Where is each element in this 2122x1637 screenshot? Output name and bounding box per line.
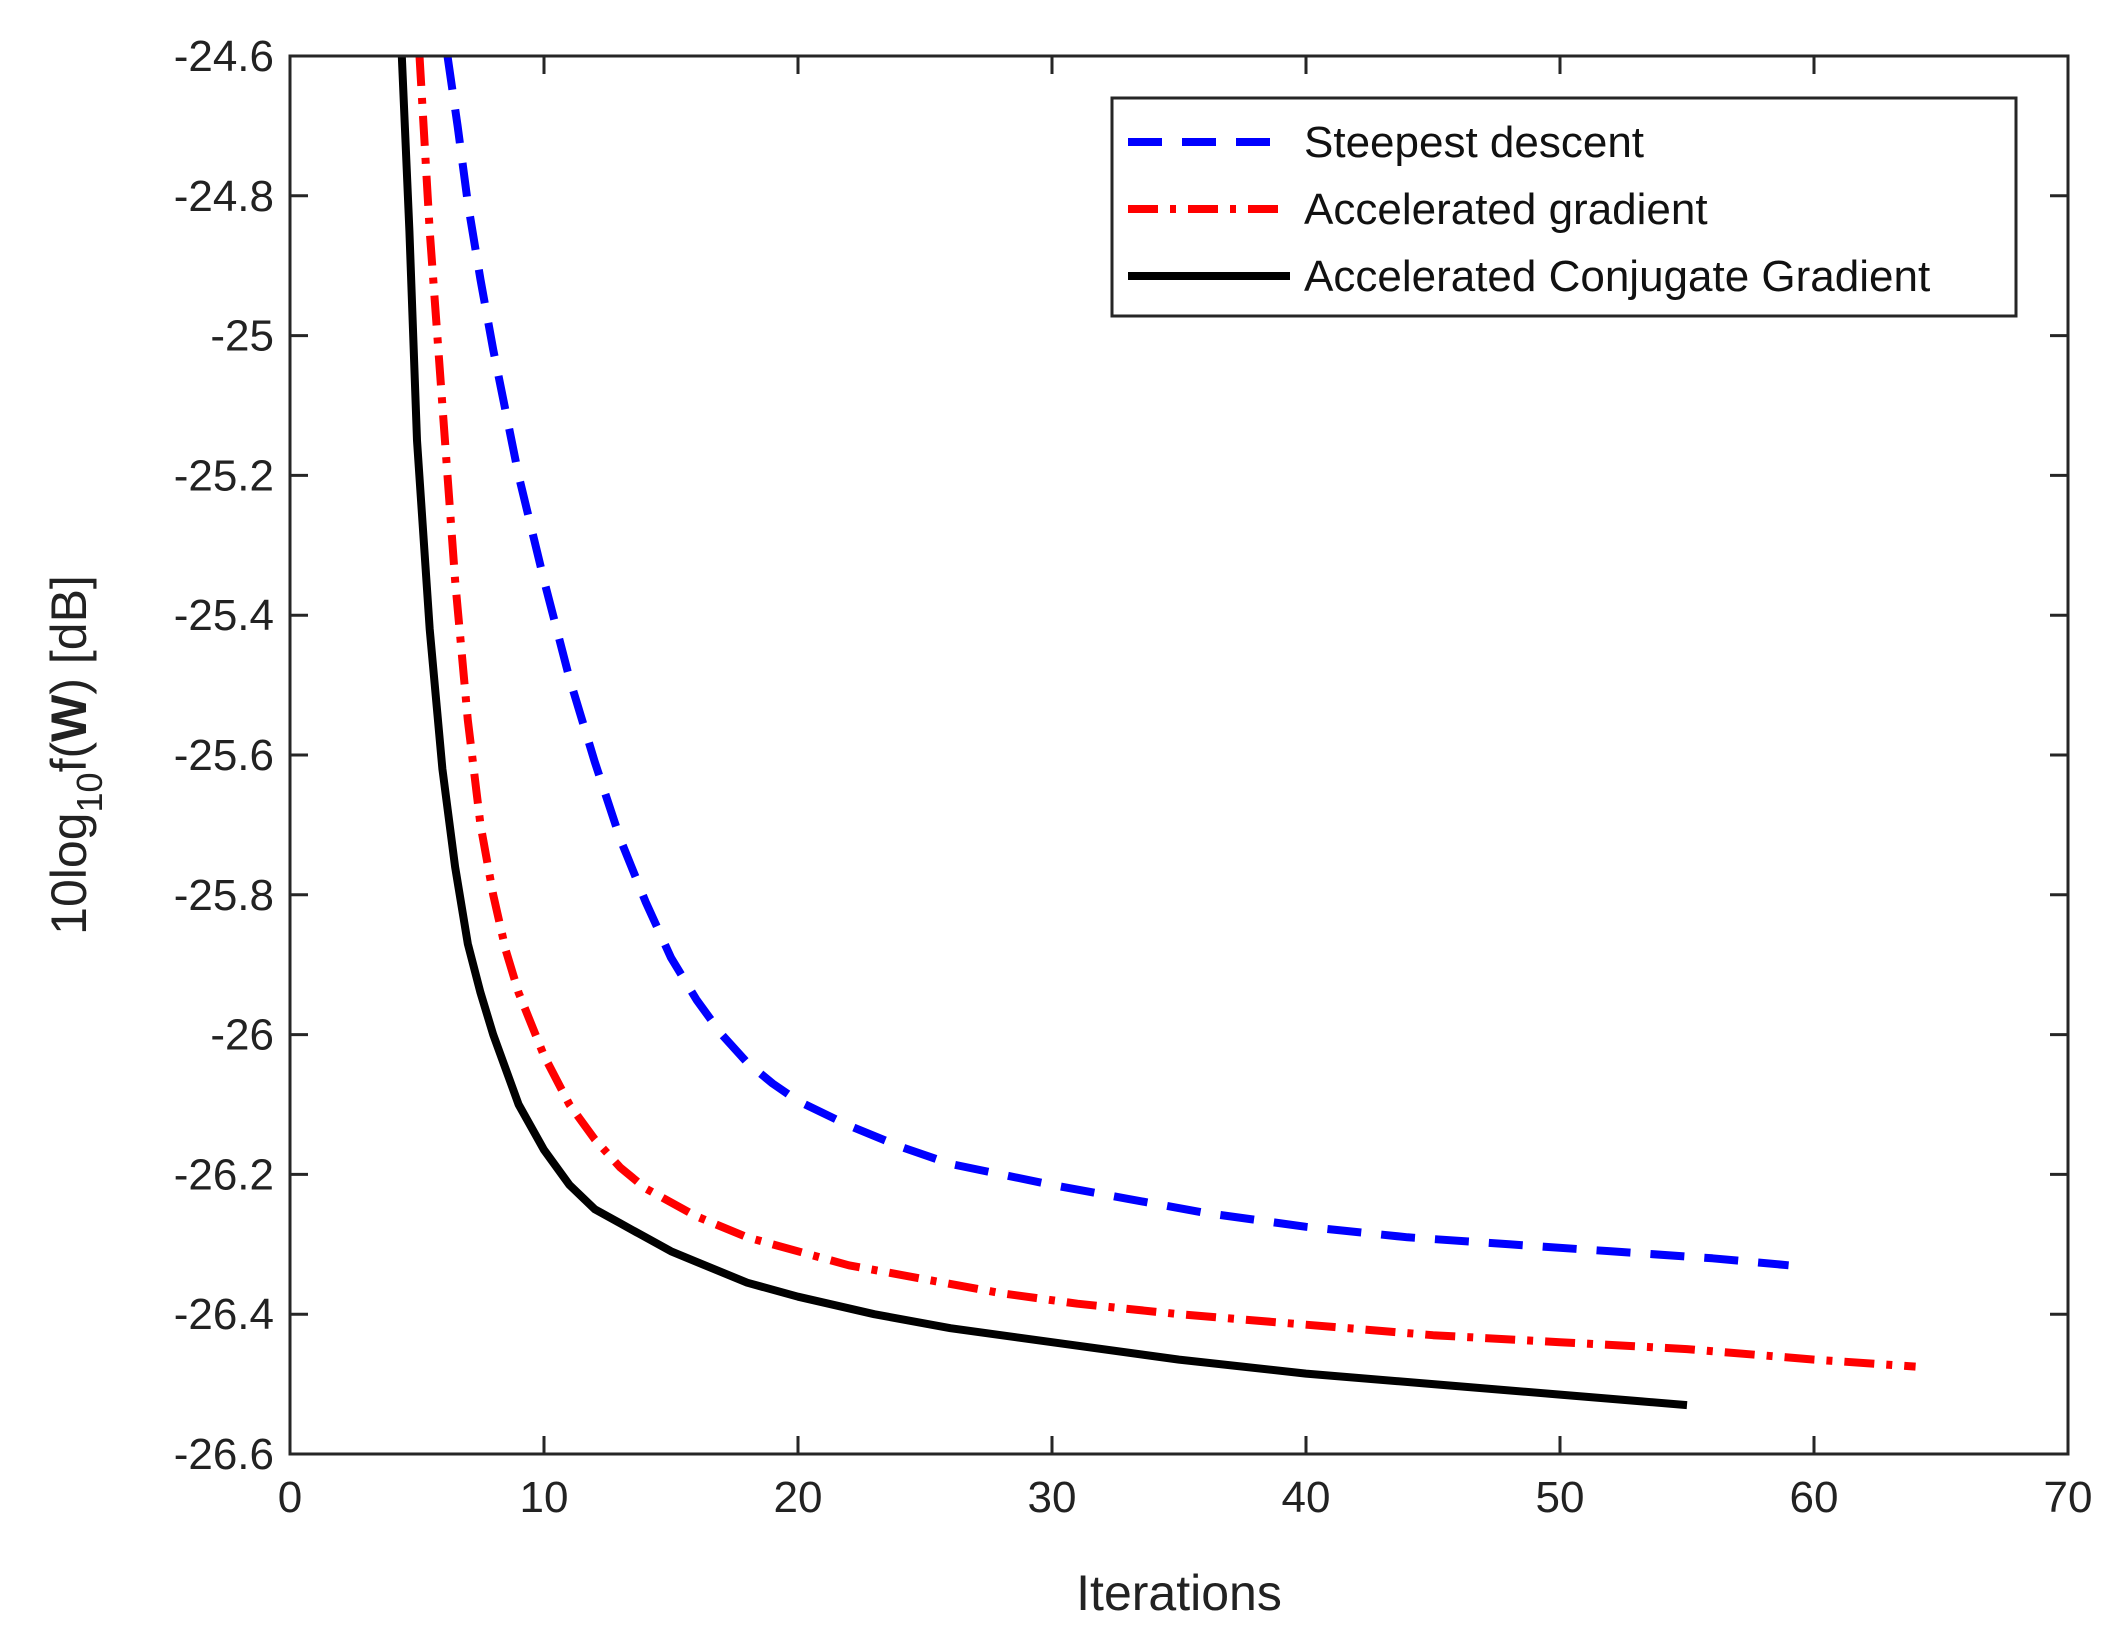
y-axis-label-suffix: ) [dB] <box>41 575 97 694</box>
y-tick-label: -24.8 <box>174 172 274 221</box>
x-tick-label: 60 <box>1790 1473 1839 1522</box>
x-tick-label: 70 <box>2044 1473 2093 1522</box>
x-axis: 0 10 20 30 40 50 60 70 <box>278 56 2093 1522</box>
y-tick-label: -25 <box>210 312 274 361</box>
x-tick-label: 20 <box>774 1473 823 1522</box>
y-tick-label: -26.2 <box>174 1150 274 1199</box>
series-line-accelerated-gradient <box>415 56 1916 1371</box>
y-tick-label: -25.2 <box>174 451 274 500</box>
y-axis-label-func: f( <box>41 742 97 773</box>
y-tick-label: -26.6 <box>174 1430 274 1479</box>
series-line-steepest-descent <box>443 56 1789 1270</box>
y-tick-label: -25.4 <box>174 591 274 640</box>
y-axis: -24.6 -24.8 -25 -25.2 -25.4 -25.6 -25.8 -26 -26.… <box>174 32 2068 1479</box>
y-axis-label-subscript: 10 <box>69 772 110 812</box>
legend-label-accelerated-conjugate-gradient: Accelerated Conjugate Gradient <box>1304 252 1930 301</box>
series-line-accelerated-conjugate-gradient <box>397 56 1688 1410</box>
y-tick-label: -26 <box>210 1011 274 1060</box>
y-axis-label-prefix: 10log <box>41 812 97 934</box>
x-tick-label: 10 <box>520 1473 569 1522</box>
series-layer <box>397 56 1916 1410</box>
x-tick-label: 0 <box>278 1473 302 1522</box>
x-tick-label: 30 <box>1028 1473 1077 1522</box>
y-tick-label: -25.8 <box>174 871 274 920</box>
y-tick-label: -25.6 <box>174 731 274 780</box>
x-axis-label: Iterations <box>1076 1565 1282 1621</box>
y-axis-label: 10log10f(W) [dB] <box>41 575 110 935</box>
x-tick-label: 50 <box>1536 1473 1585 1522</box>
y-tick-label: -26.4 <box>174 1290 274 1339</box>
legend: Steepest descent Accelerated gradient Ac… <box>1110 96 2018 318</box>
legend-label-steepest-descent: Steepest descent <box>1304 118 1644 167</box>
x-tick-label: 40 <box>1282 1473 1331 1522</box>
legend-label-accelerated-gradient: Accelerated gradient <box>1304 185 1708 234</box>
y-tick-label: -24.6 <box>174 32 274 81</box>
y-axis-label-bold: W <box>41 694 97 742</box>
